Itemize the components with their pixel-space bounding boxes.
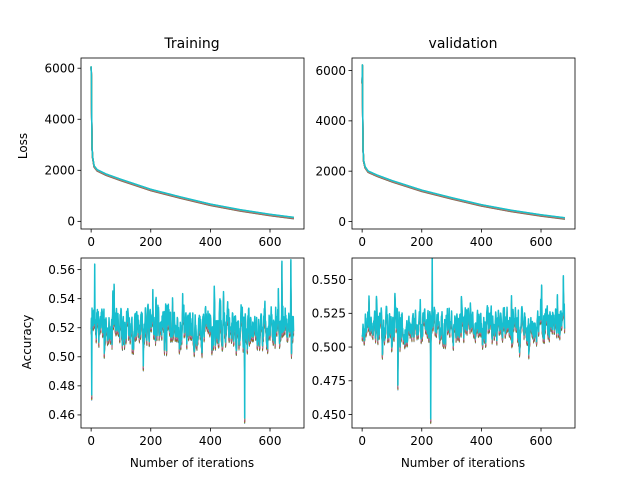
series-line-10 xyxy=(361,64,566,219)
x-axis-label: Number of iterations xyxy=(401,456,525,470)
x-tick-label: 0 xyxy=(87,235,95,249)
panel-training-accuracy: Accuracy Number of iterations 0 200 400 600… xyxy=(20,257,305,470)
y-axis-label: Loss xyxy=(16,133,30,159)
series-line-10 xyxy=(90,66,295,219)
y-tick-label: 0.52 xyxy=(48,321,75,335)
y-tick-label: 0.48 xyxy=(48,379,75,393)
axes-frame xyxy=(351,57,576,230)
panel-title: validation xyxy=(429,36,498,52)
x-tick-label: 200 xyxy=(139,434,162,448)
x-tick-label: 200 xyxy=(410,434,433,448)
y-tick-label: 0.56 xyxy=(48,263,75,277)
plot-area xyxy=(90,66,295,220)
y-tick-label: 6000 xyxy=(44,62,75,76)
x-tick-label: 200 xyxy=(410,235,433,249)
y-tick-label: 2000 xyxy=(44,164,75,178)
y-tick-label: 4000 xyxy=(44,113,75,127)
y-tick-label: 6000 xyxy=(315,64,346,78)
y-tick-label: 0 xyxy=(338,215,346,229)
panel-title: Training xyxy=(163,36,219,52)
y-tick-label: 0.450 xyxy=(312,408,346,422)
y-tick-label: 0.50 xyxy=(48,350,75,364)
x-tick-label: 400 xyxy=(199,434,222,448)
x-tick-label: 600 xyxy=(530,235,553,249)
plot-area xyxy=(361,258,566,425)
series-line-10 xyxy=(361,258,566,420)
y-tick-label: 4000 xyxy=(315,114,346,128)
y-tick-label: 0.46 xyxy=(48,408,75,422)
plot-area xyxy=(90,258,295,424)
x-axis-label: Number of iterations xyxy=(130,456,254,470)
x-tick-label: 600 xyxy=(259,434,282,448)
y-axis-label: Accuracy xyxy=(20,315,34,370)
panel-validation-accuracy: Number of iterations 0 200 400 600 0.450 0.47… xyxy=(312,257,576,470)
y-tick-label: 2000 xyxy=(315,164,346,178)
axes-frame xyxy=(80,57,305,230)
x-tick-label: 0 xyxy=(87,434,95,448)
x-tick-label: 400 xyxy=(199,235,222,249)
y-tick-label: 0.54 xyxy=(48,292,75,306)
x-tick-label: 600 xyxy=(530,434,553,448)
y-tick-label: 0.525 xyxy=(312,307,346,321)
series-line-10 xyxy=(90,258,295,419)
x-tick-label: 200 xyxy=(139,235,162,249)
x-tick-label: 0 xyxy=(358,235,366,249)
x-tick-label: 400 xyxy=(470,434,493,448)
x-tick-label: 400 xyxy=(470,235,493,249)
x-tick-label: 0 xyxy=(358,434,366,448)
y-tick-label: 0.475 xyxy=(312,374,346,388)
y-tick-label: 0.550 xyxy=(312,273,346,287)
plot-area xyxy=(361,64,566,220)
x-tick-label: 600 xyxy=(259,235,282,249)
y-tick-label: 0 xyxy=(67,215,75,229)
axes-frame xyxy=(351,257,576,429)
y-tick-label: 0.500 xyxy=(312,340,346,354)
axes-frame xyxy=(80,257,305,429)
